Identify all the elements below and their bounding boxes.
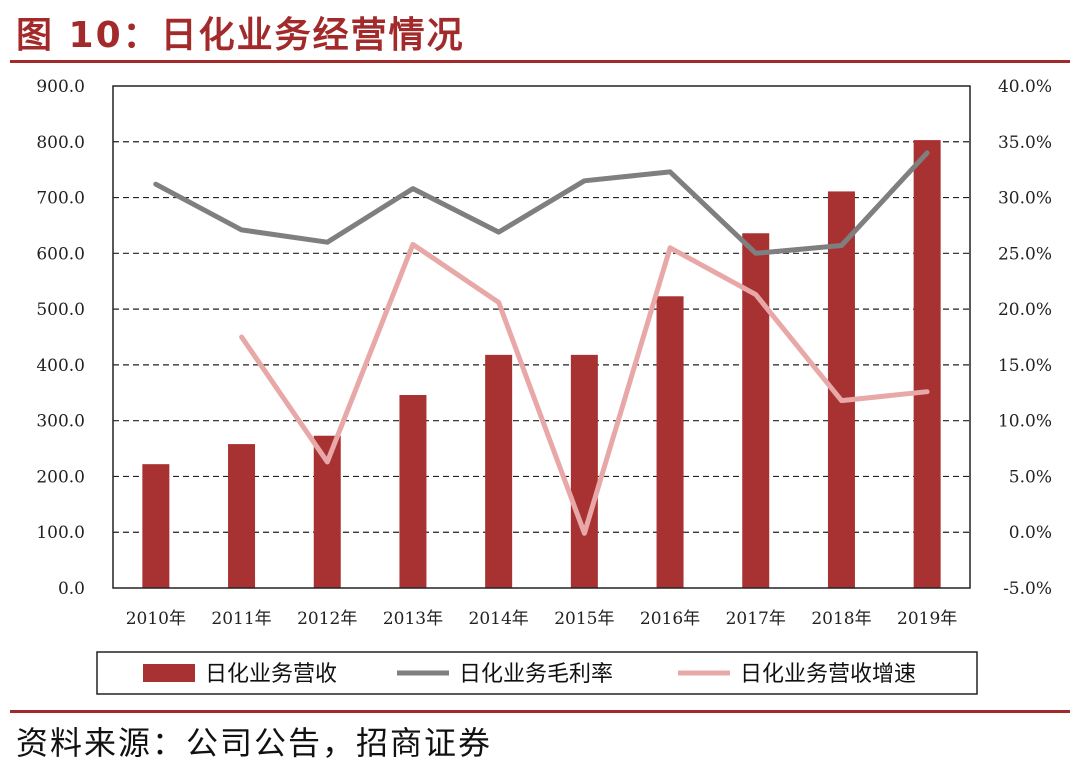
right-tick-label: 5.0% [1009,467,1052,487]
title-divider [10,60,1070,63]
bar [399,395,427,588]
x-tick-label: 2015年 [554,609,614,629]
bar-series [142,140,941,589]
x-tick-label: 2014年 [469,609,529,629]
x-tick-label: 2016年 [640,609,700,629]
bar [142,464,170,588]
bar [913,140,941,589]
right-tick-label: 10.0% [998,412,1052,432]
left-tick-label: 100.0 [36,523,85,543]
legend-label: 日化业务营收增速 [740,662,916,687]
x-tick-label: 2013年 [383,609,443,629]
left-axis-ticks: 0.0 100.0 200.0 300.0 400.0 500.0 600.0 700.0 80… [36,77,85,599]
page-title: 图 10：日化业务经营情况 [16,15,465,56]
right-tick-label: 15.0% [998,356,1052,376]
legend: 日化业务营收 日化业务毛利率 日化业务营收增速 [96,651,978,695]
line-series-path [153,150,930,256]
legend-swatch-bar [143,664,195,682]
left-tick-label: 700.0 [36,189,85,209]
right-tick-label: 30.0% [998,189,1052,209]
right-tick-label: -5.0% [1003,579,1052,599]
legend-label: 日化业务营收 [205,662,337,687]
x-tick-label: 2011年 [211,609,271,629]
left-tick-label: 0.0 [58,579,85,599]
source-divider [10,710,1070,713]
x-tick-label: 2012年 [297,609,357,629]
bar [228,444,256,588]
legend-box [96,651,978,695]
left-tick-label: 200.0 [36,467,85,487]
right-tick-label: 25.0% [998,244,1052,264]
x-tick-label: 2018年 [811,609,871,629]
left-tick-label: 900.0 [36,77,85,97]
line-series-path [239,241,930,536]
right-tick-label: 40.0% [998,77,1052,97]
right-axis-ticks: -5.0% 0.0% 5.0% 10.0% 15.0% 20.0% 25.0% 30.0% 35… [998,77,1052,599]
x-axis-ticks: 2010年 2011年 2012年 2013年 2014年 2015年 2016年 2017年… [126,609,958,629]
right-tick-label: 35.0% [998,133,1052,153]
line-series [153,150,930,536]
x-tick-label: 2017年 [726,609,786,629]
left-tick-label: 300.0 [36,412,85,432]
bar [742,233,770,588]
bar [656,296,684,588]
plot-frame [112,85,971,589]
x-tick-label: 2010年 [126,609,186,629]
left-tick-label: 500.0 [36,300,85,320]
left-tick-label: 600.0 [36,244,85,264]
left-tick-label: 400.0 [36,356,85,376]
legend-label: 日化业务毛利率 [459,662,613,687]
left-tick-label: 800.0 [36,133,85,153]
bar [485,354,513,588]
source-note: 资料来源：公司公告，招商证券 [16,724,493,762]
bar [570,354,598,588]
right-tick-label: 0.0% [1009,523,1052,543]
x-tick-label: 2019年 [897,609,957,629]
gridlines [113,141,970,533]
right-tick-label: 20.0% [998,300,1052,320]
